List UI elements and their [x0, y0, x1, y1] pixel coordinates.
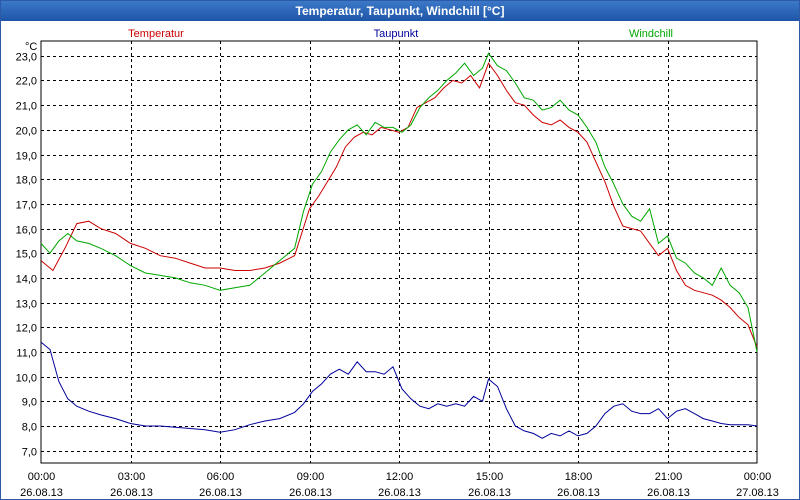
y-tick-label: 23,0: [16, 52, 37, 64]
axes: 7,0 8,0 9,0 10,0 11,0 12,0 13,0 14,0 15,0 16,0 17,…: [16, 41, 779, 499]
y-tick-label: 10,0: [16, 373, 37, 385]
series-line-temperatur: [40, 62, 758, 348]
legend-entry-windchill: Windchill: [629, 28, 673, 40]
y-tick-label: 17,0: [16, 200, 37, 212]
x-tick-time: 09:00: [297, 471, 325, 483]
x-tick-time: 18:00: [565, 471, 593, 483]
x-tick-date: 26.08.13: [110, 487, 153, 499]
x-tick-date: 26.08.13: [289, 487, 332, 499]
y-tick-label: 8,0: [22, 422, 37, 434]
grid: [40, 40, 758, 464]
x-tick-date: 26.08.13: [20, 487, 63, 499]
y-tick-label: 18,0: [16, 175, 37, 187]
legend-entry-temperatur: Temperatur: [128, 28, 184, 40]
x-tick-time: 21:00: [655, 471, 683, 483]
series-line-windchill: [40, 52, 758, 352]
y-axis-unit: °C: [25, 41, 37, 53]
x-tick-date: 26.08.13: [557, 487, 600, 499]
x-tick-time: 12:00: [386, 471, 414, 483]
y-tick-label: 16,0: [16, 225, 37, 237]
x-tick-date: 27.08.13: [736, 487, 779, 499]
x-tick-time: 00:00: [744, 471, 772, 483]
series-lines: [40, 52, 758, 439]
y-tick-label: 14,0: [16, 274, 37, 286]
x-tick-date: 26.08.13: [199, 487, 242, 499]
y-tick-label: 11,0: [16, 348, 37, 360]
y-tick-label: 9,0: [22, 397, 37, 409]
y-tick-label: 15,0: [16, 249, 37, 261]
y-tick-label: 12,0: [16, 323, 37, 335]
y-tick-label: 7,0: [22, 447, 37, 459]
series-line-taupunkt: [40, 341, 758, 439]
y-tick-label: 20,0: [16, 126, 37, 138]
legend: Temperatur Taupunkt Windchill: [128, 28, 673, 40]
x-tick-time: 00:00: [28, 471, 56, 483]
x-tick-time: 15:00: [476, 471, 504, 483]
x-tick-date: 26.08.13: [468, 487, 511, 499]
y-tick-label: 22,0: [16, 76, 37, 88]
y-tick-label: 21,0: [16, 101, 37, 113]
x-tick-time: 03:00: [118, 471, 146, 483]
x-tick-date: 26.08.13: [378, 487, 421, 499]
y-tick-label: 13,0: [16, 299, 37, 311]
x-tick-date: 26.08.13: [647, 487, 690, 499]
window-title: Temperatur, Taupunkt, Windchill [°C]: [1, 1, 799, 21]
legend-entry-taupunkt: Taupunkt: [374, 28, 419, 40]
x-tick-time: 06:00: [207, 471, 235, 483]
y-tick-label: 19,0: [16, 151, 37, 163]
